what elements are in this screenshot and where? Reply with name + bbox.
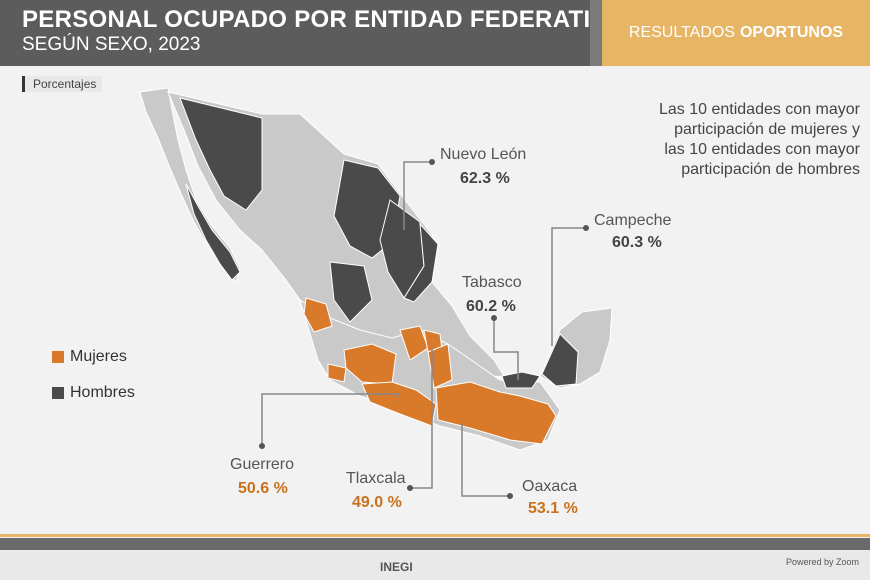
footer — [0, 550, 870, 580]
header-separator — [590, 0, 602, 66]
callout-name-oaxaca: Oaxaca — [522, 478, 578, 495]
guerrero-leader — [261, 393, 399, 446]
nuevo-leon-leader — [403, 161, 432, 230]
legend-item-men: Hombres — [52, 384, 135, 402]
tabasco-leader-dot — [491, 315, 497, 321]
state-sonora — [179, 97, 263, 211]
tabasco-leader — [493, 318, 519, 380]
callout-name-tabasco: Tabasco — [462, 274, 522, 291]
powered-by-credit: Powered by Zoom — [786, 557, 860, 567]
state-colima — [327, 363, 347, 383]
callout-lines — [259, 159, 589, 499]
page-title: PERSONAL OCUPADO POR ENTIDAD FEDERATIVA — [22, 6, 623, 33]
callout-value-guerrero: 50.6 % — [238, 480, 288, 497]
state-campeche — [541, 333, 579, 387]
results-tag: RESULTADOS OPORTUNOS — [602, 0, 870, 66]
unit-label: Porcentajes — [22, 76, 103, 92]
women-states — [303, 297, 557, 445]
legend-swatch-women — [52, 351, 64, 363]
state-durango-zacatecas — [329, 261, 373, 323]
results-tag-bold: OPORTUNOS — [739, 24, 844, 41]
state-oaxaca — [435, 381, 557, 445]
legend-swatch-men — [52, 387, 64, 399]
state-baja-california-sur — [185, 183, 241, 281]
callout-value-tlaxcala: 49.0 % — [352, 494, 402, 511]
campeche-leader — [551, 227, 586, 346]
state-tamaulipas — [403, 222, 439, 303]
callout-value-nuevo-leon: 62.3 % — [460, 170, 510, 187]
campeche-leader-dot — [583, 225, 589, 231]
men-states — [179, 97, 579, 389]
bottom-band — [0, 538, 870, 550]
callout-name-campeche: Campeche — [594, 212, 672, 229]
callout-name-guerrero: Guerrero — [230, 456, 295, 473]
oaxaca-leader — [461, 424, 510, 497]
callout-value-tabasco: 60.2 % — [466, 298, 516, 315]
state-nayarit — [303, 297, 333, 333]
callout-name-nuevo-leon: Nuevo León — [440, 146, 527, 163]
legend-item-women: Mujeres — [52, 348, 127, 366]
tlaxcala-leader — [410, 348, 433, 489]
tlaxcala-leader-dot — [407, 485, 413, 491]
legend-label-men: Hombres — [70, 384, 135, 401]
map-note: Las 10 entidades con mayor participación… — [658, 101, 860, 178]
state-guerrero — [361, 381, 437, 427]
callout-name-tlaxcala: Tlaxcala — [346, 470, 406, 487]
callout-value-campeche: 60.3 % — [612, 234, 662, 251]
oaxaca-leader-dot — [507, 493, 513, 499]
results-tag-prefix: RESULTADOS — [628, 24, 735, 41]
page-subtitle: SEGÚN SEXO, 2023 — [22, 34, 201, 55]
bottom-accent-line — [0, 534, 870, 537]
inegi-logo: INEGI — [380, 560, 413, 574]
legend-label-women: Mujeres — [70, 348, 127, 365]
guerrero-leader-dot — [259, 443, 265, 449]
nuevo-leon-leader-dot — [429, 159, 435, 165]
callout-value-oaxaca: 53.1 % — [528, 500, 578, 517]
